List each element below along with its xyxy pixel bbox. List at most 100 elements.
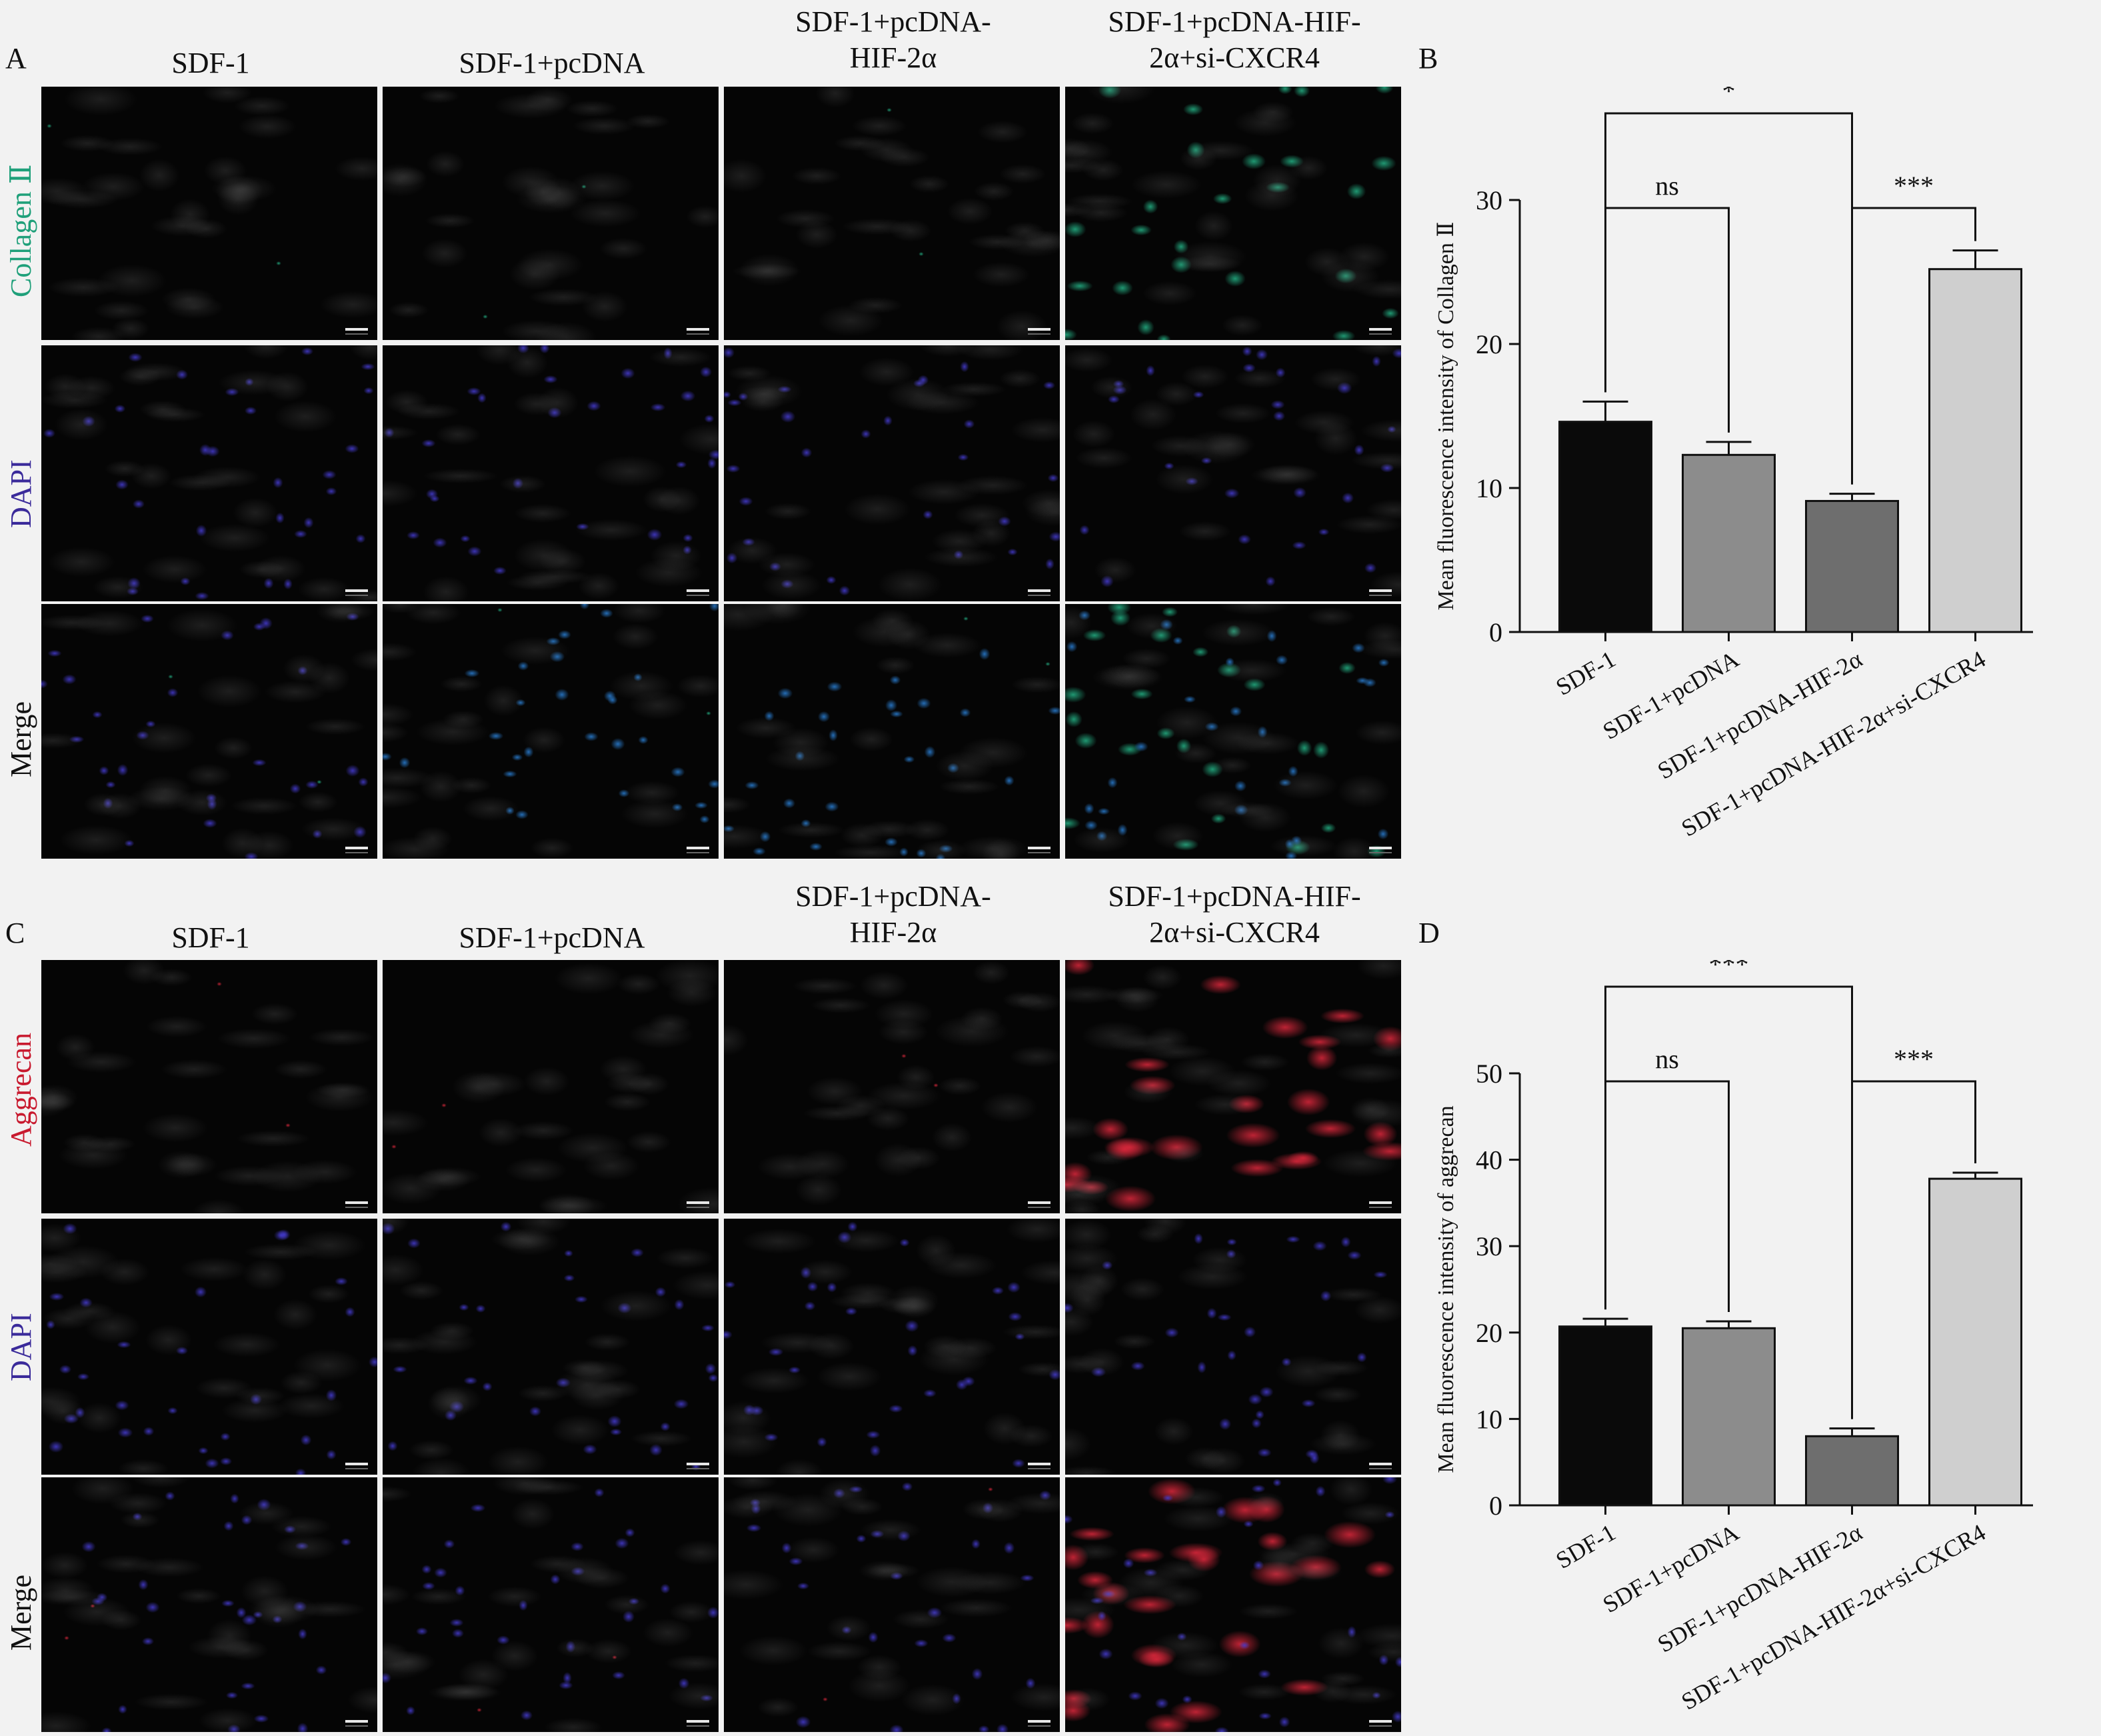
significance-label: *** (1709, 960, 1749, 979)
bar (1928, 268, 2022, 633)
col-header-line: HIF-2α (849, 916, 937, 949)
microscopy-image (41, 1477, 377, 1732)
col-header-line: SDF-1 (171, 47, 250, 79)
col-header-sicxcr4-c: SDF-1+pcDNA-HIF- 2α+si-CXCR4 (1064, 879, 1405, 951)
significance-bracket (1851, 1080, 1976, 1419)
scale-bar (1028, 847, 1050, 849)
microscopy-image (1065, 1219, 1401, 1475)
microscopy-image (383, 604, 719, 859)
microscopy-image (383, 345, 719, 601)
scale-bar-label (1028, 1725, 1050, 1727)
col-header-sdf1: SDF-1 (40, 45, 381, 81)
col-header-pcdna: SDF-1+pcDNA (381, 45, 723, 81)
microscopy-image (41, 1219, 377, 1475)
scale-bar-label (687, 852, 709, 853)
scale-bar-label (1369, 1725, 1392, 1727)
col-header-line: SDF-1+pcDNA- (795, 5, 991, 38)
microscopy-image (383, 1219, 719, 1475)
microscopy-image (41, 960, 377, 1213)
scale-bar-label (687, 333, 709, 335)
y-tick-label: 30 (1476, 1231, 1502, 1261)
bar (1928, 1177, 2022, 1507)
scale-bar-label (345, 1207, 368, 1208)
significance-label: ns (1655, 171, 1679, 201)
bar (1682, 453, 1776, 633)
col-header-line: HIF-2α (849, 41, 937, 74)
col-header-sdf1-c: SDF-1 (40, 920, 381, 956)
col-header-line: SDF-1+pcDNA (459, 921, 645, 954)
scale-bar (1028, 328, 1050, 331)
scale-bar-label (1369, 333, 1392, 335)
y-axis-label: Mean fluorescence intensity of aggrecan (1434, 1105, 1458, 1473)
col-header-line: SDF-1+pcDNA-HIF- (1108, 880, 1361, 913)
y-axis-label: Mean fluorescence intensity of Collagen … (1434, 222, 1458, 611)
y-tick-label: 40 (1476, 1145, 1502, 1175)
microscopy-image (1065, 604, 1401, 859)
scale-bar-label (687, 595, 709, 596)
bar (1805, 499, 1899, 633)
scale-bar-label (1369, 595, 1392, 596)
row-label-dapi-bottom: DAPI (5, 1313, 37, 1381)
col-header-line: SDF-1+pcDNA (459, 47, 645, 79)
microscopy-image (724, 345, 1060, 601)
x-tick-label: SDF-1+pcDNA-HIF-2α (1653, 645, 1867, 784)
scale-bar-label (687, 1468, 709, 1469)
scale-bar (1369, 1201, 1392, 1204)
scale-bar-label (1028, 1207, 1050, 1208)
scale-bar-label (345, 333, 368, 335)
y-tick-label: 30 (1476, 185, 1502, 215)
x-tick-label: SDF-1+pcDNA-HIF-2α (1653, 1519, 1867, 1657)
col-header-line: 2α+si-CXCR4 (1149, 916, 1320, 949)
y-tick-label: 50 (1476, 1059, 1502, 1089)
scale-bar-label (345, 1468, 368, 1469)
microscopy-image (41, 87, 377, 340)
scale-bar (345, 847, 368, 849)
col-header-sicxcr4: SDF-1+pcDNA-HIF- 2α+si-CXCR4 (1064, 4, 1405, 76)
col-header-line: 2α+si-CXCR4 (1149, 41, 1320, 74)
scale-bar (345, 328, 368, 331)
x-tick-label: SDF-1 (1551, 645, 1620, 701)
row-label-merge-bottom: Merge (5, 1574, 37, 1651)
scale-bar-label (1028, 852, 1050, 853)
scale-bar-label (687, 1725, 709, 1727)
scale-bar (345, 1463, 368, 1465)
microscopy-image (1065, 960, 1401, 1213)
significance-label: ns (1655, 1044, 1679, 1074)
scale-bar (1369, 847, 1392, 849)
scale-bar-label (1369, 1468, 1392, 1469)
x-tick-label: SDF-1 (1551, 1519, 1620, 1574)
significance-bracket (1604, 1080, 1730, 1312)
significance-label: * (1722, 87, 1736, 106)
col-header-line: SDF-1+pcDNA- (795, 880, 991, 913)
microscopy-image (41, 604, 377, 859)
scale-bar (345, 1201, 368, 1204)
row-label-aggrecan: Aggrecan (5, 1032, 37, 1147)
microscopy-image (383, 960, 719, 1213)
scale-bar-label (1028, 333, 1050, 335)
y-tick-label: 20 (1476, 1318, 1502, 1348)
scale-bar (345, 1720, 368, 1723)
significance-bracket (1851, 207, 1976, 485)
scale-bar (1028, 1201, 1050, 1204)
bar (1558, 421, 1652, 633)
significance-bracket (1604, 207, 1730, 433)
scale-bar (687, 1201, 709, 1204)
scale-bar (687, 847, 709, 849)
scale-bar-label (345, 1725, 368, 1727)
microscopy-image (724, 1477, 1060, 1732)
col-header-hif-c: SDF-1+pcDNA- HIF-2α (723, 879, 1064, 951)
scale-bar (687, 1463, 709, 1465)
bar (1805, 1435, 1899, 1507)
col-header-pcdna-c: SDF-1+pcDNA (381, 920, 723, 956)
panel-label-c: C (5, 917, 25, 949)
scale-bar-label (687, 1207, 709, 1208)
microscopy-image (724, 87, 1060, 340)
panel-label-b: B (1418, 42, 1438, 75)
bar (1558, 1325, 1652, 1507)
microscopy-image (724, 1219, 1060, 1475)
microscopy-image (383, 87, 719, 340)
scale-bar (1028, 589, 1050, 592)
scale-bar (1369, 1720, 1392, 1723)
scale-bar-label (345, 852, 368, 853)
y-tick-label: 20 (1476, 329, 1502, 359)
